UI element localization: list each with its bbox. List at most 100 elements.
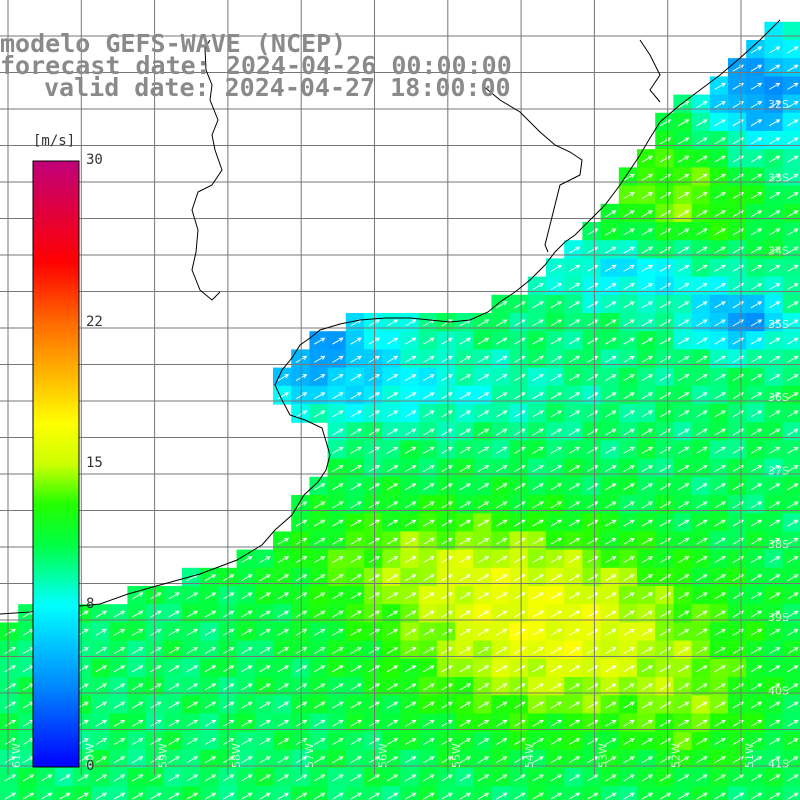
wind-speed-cell (18, 640, 37, 660)
wind-speed-cell (673, 112, 693, 132)
wind-arrow (714, 683, 726, 691)
wind-arrow (714, 246, 726, 254)
wind-arrow (586, 446, 599, 454)
wind-arrow (532, 446, 544, 454)
wind-speed-cell (691, 476, 711, 496)
wind-arrow (623, 592, 635, 600)
wind-arrow (259, 701, 271, 709)
wind-speed-cell (473, 513, 492, 532)
wind-arrow (641, 410, 654, 418)
wind-arrow (787, 701, 799, 709)
wind-arrow (459, 465, 472, 472)
wind-arrow (459, 410, 472, 418)
wind-arrow (514, 683, 526, 691)
wind-speed-cell (764, 640, 784, 660)
wind-arrow (495, 683, 508, 691)
wind-arrow (313, 519, 326, 527)
wind-speed-cell (618, 404, 638, 423)
wind-arrow (532, 283, 544, 290)
wind-arrow (768, 465, 781, 472)
wind-arrow (386, 319, 399, 327)
wind-arrow (277, 610, 290, 618)
wind-arrow (459, 574, 472, 582)
wind-speed-cell (709, 385, 729, 405)
wind-speed-cell (200, 695, 219, 714)
wind-speed-cell (163, 768, 183, 787)
wind-speed-cell (764, 58, 784, 77)
wind-arrow (641, 537, 654, 545)
wind-arrow (623, 756, 635, 764)
wind-arrow (313, 410, 326, 418)
wind-speed-cell (200, 786, 219, 800)
wind-arrow (768, 428, 781, 436)
wind-speed-cell (364, 640, 383, 660)
wind-speed-cell (709, 768, 729, 787)
wind-speed-cell (109, 768, 128, 787)
wind-speed-cell (746, 240, 765, 259)
wind-arrow (550, 592, 563, 600)
wind-arrow (131, 756, 144, 764)
wind-arrow (423, 610, 435, 618)
wind-speed-cell (436, 658, 456, 678)
wind-speed-cell (455, 695, 474, 714)
wind-speed-cell (473, 695, 492, 714)
wind-speed-cell (655, 476, 674, 496)
wind-speed-cell (618, 276, 638, 296)
wind-arrow (568, 574, 581, 582)
wind-arrow (586, 665, 599, 673)
wind-arrow (750, 446, 763, 454)
wind-arrow (623, 264, 635, 272)
wind-speed-cell (673, 677, 693, 696)
wind-arrow (623, 210, 635, 218)
wind-speed-cell (709, 149, 729, 168)
wind-speed-cell (200, 731, 219, 751)
wind-arrow (568, 683, 581, 691)
wind-arrow (313, 774, 326, 782)
wind-speed-cell (527, 658, 547, 678)
wind-speed-cell (0, 658, 19, 678)
wind-speed-cell (364, 476, 383, 496)
wind-speed-cell (637, 476, 656, 496)
wind-speed-cell (673, 294, 693, 314)
wind-speed-cell (728, 604, 747, 623)
wind-arrow (550, 428, 563, 436)
wind-speed-cell (764, 185, 784, 205)
wind-speed-cell (491, 404, 511, 423)
wind-arrow (313, 556, 326, 563)
wind-arrow (605, 519, 617, 527)
wind-arrow (186, 610, 199, 618)
wind-speed-cell (582, 622, 602, 642)
wind-arrow (605, 410, 617, 418)
wind-arrow (750, 628, 763, 636)
wind-arrow (586, 628, 599, 636)
wind-speed-cell (746, 185, 765, 205)
wind-arrow (750, 119, 763, 127)
wind-speed-cell (455, 313, 474, 332)
wind-speed-cell (182, 658, 201, 678)
wind-arrow (404, 483, 417, 491)
wind-arrow (532, 738, 544, 745)
wind-speed-cell (455, 349, 474, 369)
wind-speed-cell (764, 422, 784, 441)
wind-arrow (696, 446, 708, 454)
wind-speed-cell (582, 531, 602, 551)
wind-speed-cell (163, 640, 183, 660)
wind-speed-cell (564, 749, 583, 769)
wind-arrow (4, 683, 17, 691)
wind-arrow (332, 628, 344, 636)
wind-arrow (787, 137, 799, 145)
wind-speed-cell (91, 749, 110, 769)
wind-speed-cell (364, 749, 383, 769)
wind-speed-cell (218, 786, 238, 800)
lon-label: 54W (523, 743, 536, 768)
wind-arrow (441, 719, 453, 727)
wind-speed-cell (546, 786, 565, 800)
wind-speed-cell (709, 294, 729, 314)
wind-arrow (714, 701, 726, 709)
wind-arrow (568, 246, 581, 254)
wind-arrow (459, 683, 472, 691)
wind-speed-cell (637, 768, 656, 787)
wind-speed-cell (309, 622, 329, 642)
wind-arrow (696, 647, 708, 654)
wind-arrow (313, 665, 326, 673)
